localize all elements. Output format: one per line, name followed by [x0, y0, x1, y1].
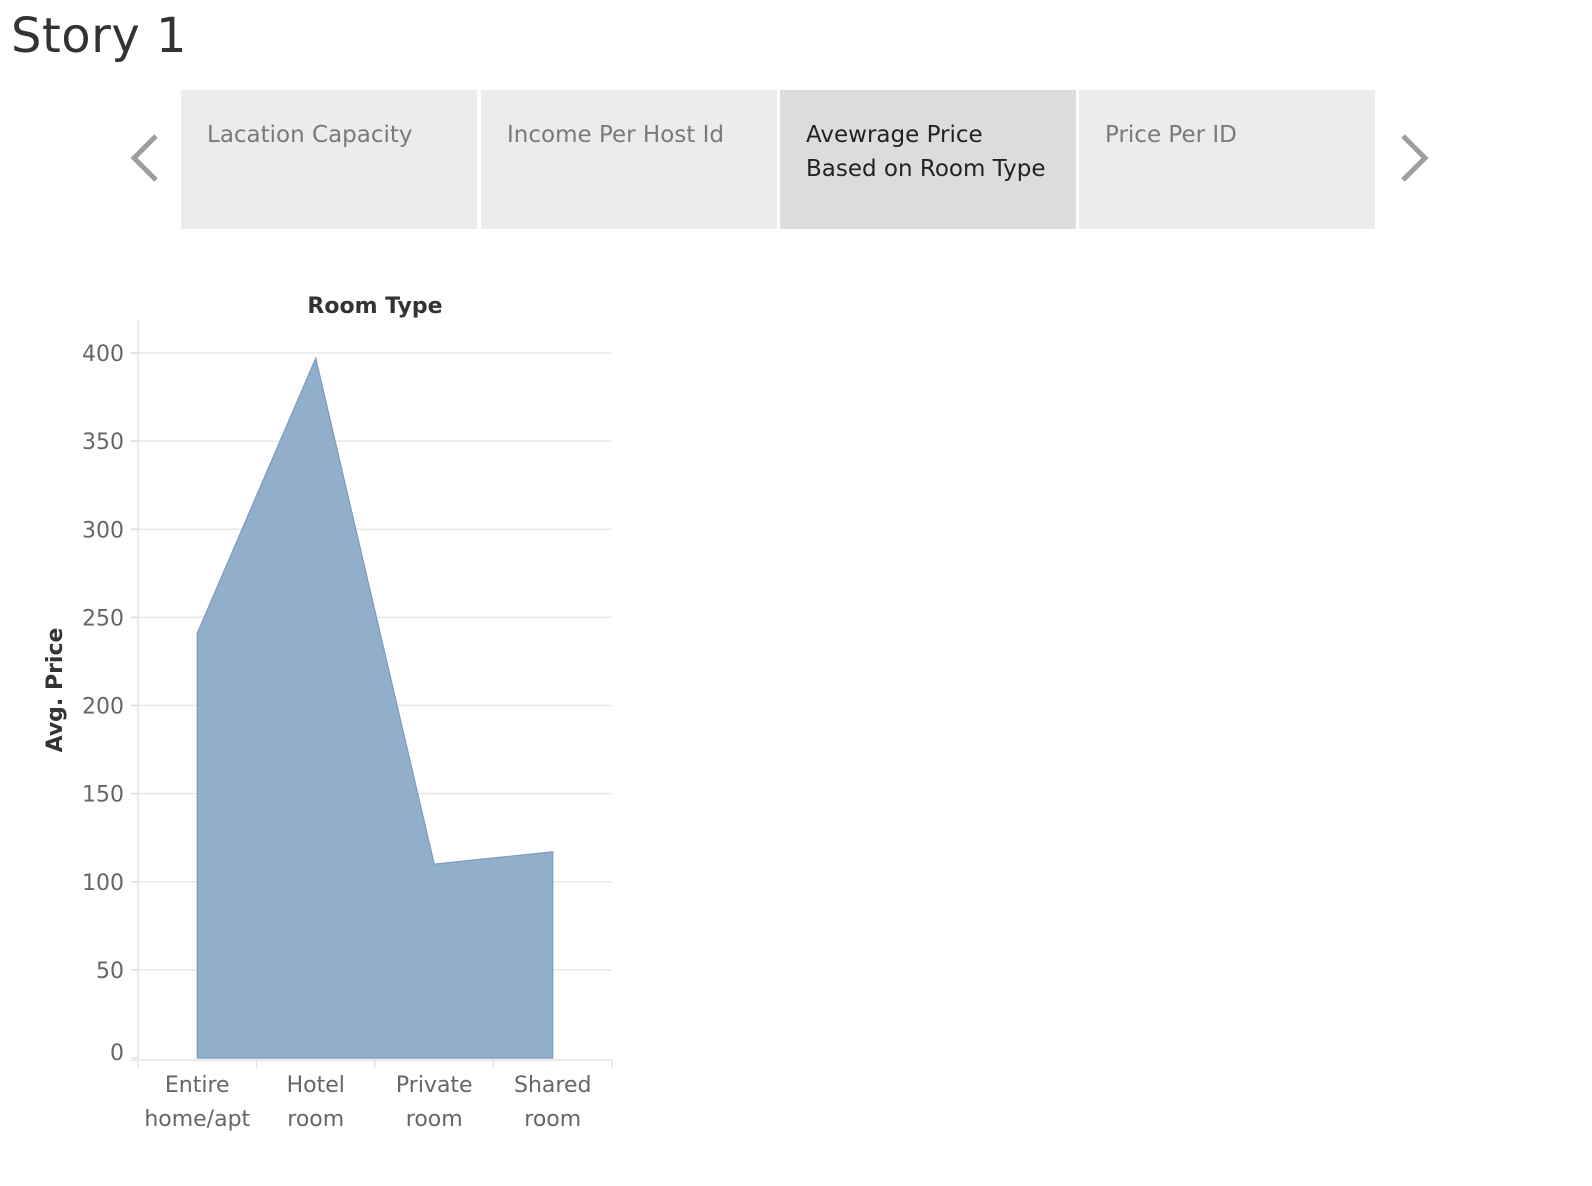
x-tick-label: Hotel room	[287, 1073, 345, 1132]
y-tick-label: 200	[82, 695, 124, 720]
story-point-location-capacity[interactable]: Lacation Capacity	[181, 90, 477, 229]
y-tick-label: 350	[82, 430, 124, 455]
story-point-income-per-host[interactable]: Income Per Host Id	[481, 90, 777, 229]
y-axis-title: Avg. Price	[43, 628, 68, 753]
x-tick-label: Private room	[396, 1073, 473, 1132]
x-tick-label: Entire home/apt	[144, 1073, 250, 1132]
y-tick-label: 0	[110, 1041, 124, 1066]
chevron-right-icon[interactable]	[1393, 128, 1433, 188]
area-chart: Room Type Avg. Price 0 50 100 150 200 250 300 3…	[43, 294, 613, 1132]
chevron-left-icon[interactable]	[126, 128, 166, 188]
story-title: Story 1	[11, 8, 188, 64]
area-series	[196, 356, 554, 1059]
x-tick-labels: Entire home/apt Hotel room Private room Shared…	[144, 1073, 591, 1132]
y-tick-labels: 0 50 100 150 200 250 300 350 400	[82, 342, 124, 1066]
x-tick-label: Shared room	[514, 1073, 591, 1132]
axes	[131, 320, 613, 1068]
x-axis-title: Room Type	[307, 294, 442, 319]
story-point-label: Avewrage Price Based on Room Type	[806, 122, 1046, 182]
story-point-label: Income Per Host Id	[507, 122, 724, 148]
area-fill	[196, 356, 554, 1059]
y-tick-label: 300	[82, 518, 124, 543]
story-point-price-per-id[interactable]: Price Per ID	[1079, 90, 1375, 229]
y-tick-label: 400	[82, 342, 124, 367]
story-point-average-price[interactable]: Avewrage Price Based on Room Type	[780, 90, 1076, 229]
y-tick-label: 250	[82, 606, 124, 631]
y-tick-label: 150	[82, 783, 124, 808]
y-tick-label: 100	[82, 871, 124, 896]
story-point-label: Price Per ID	[1105, 122, 1237, 148]
y-tick-label: 50	[96, 959, 124, 984]
story-point-label: Lacation Capacity	[207, 122, 413, 148]
